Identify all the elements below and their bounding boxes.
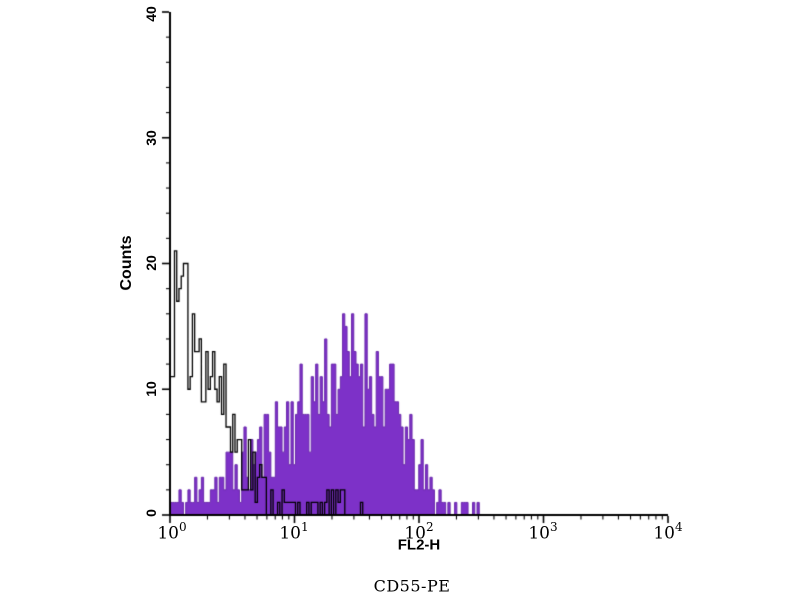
y-tick-label: 20 — [143, 255, 159, 271]
y-tick-label: 0 — [143, 509, 159, 517]
x-tick-label: 103 — [528, 520, 558, 544]
x-tick-base: 10 — [157, 523, 179, 544]
x-tick-exponent: 0 — [179, 520, 187, 534]
x-tick-exponent: 2 — [426, 520, 434, 534]
y-tick-label: 30 — [143, 130, 159, 146]
x-axis-title: FL2-H — [397, 536, 441, 554]
y-tick-label: 40 — [143, 6, 159, 22]
x-tick-exponent: 1 — [301, 520, 309, 534]
x-tick-label: 104 — [653, 520, 683, 544]
x-tick-label: 101 — [279, 520, 309, 544]
x-tick-base: 10 — [404, 523, 426, 544]
x-tick-label: 102 — [404, 520, 434, 544]
x-tick-label: 100 — [157, 520, 187, 544]
y-axis-title: Counts — [118, 235, 135, 291]
x-tick-exponent: 3 — [550, 520, 558, 534]
x-tick-base: 10 — [653, 523, 675, 544]
x-tick-base: 10 — [279, 523, 301, 544]
x-tick-exponent: 4 — [675, 520, 683, 534]
x-tick-base: 10 — [528, 523, 550, 544]
figure-caption: CD55-PE — [373, 576, 451, 596]
y-tick-label: 10 — [143, 381, 159, 397]
